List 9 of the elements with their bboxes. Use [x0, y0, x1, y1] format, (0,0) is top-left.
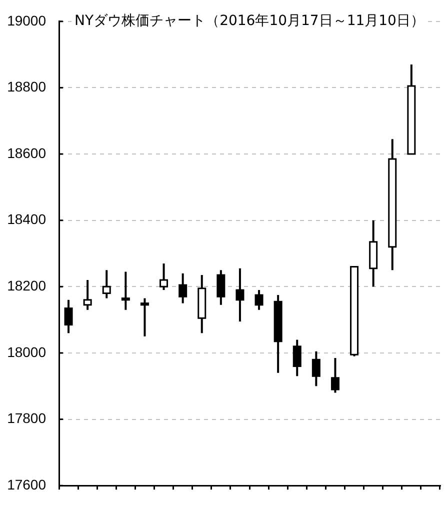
y-tick-label: 18800: [7, 78, 46, 95]
chart-title: NYダウ株価チャート（2016年10月17日～11月10日）: [74, 13, 424, 30]
y-tick-label: 18400: [7, 211, 46, 228]
y-tick-label: 17600: [7, 476, 46, 492]
y-tick-label: 17800: [7, 410, 46, 426]
y-tick-label: 19000: [7, 12, 46, 28]
y-tick-label: 18000: [7, 344, 46, 360]
y-tick-label: 18600: [7, 144, 46, 161]
y-tick-label: 18200: [7, 278, 46, 294]
